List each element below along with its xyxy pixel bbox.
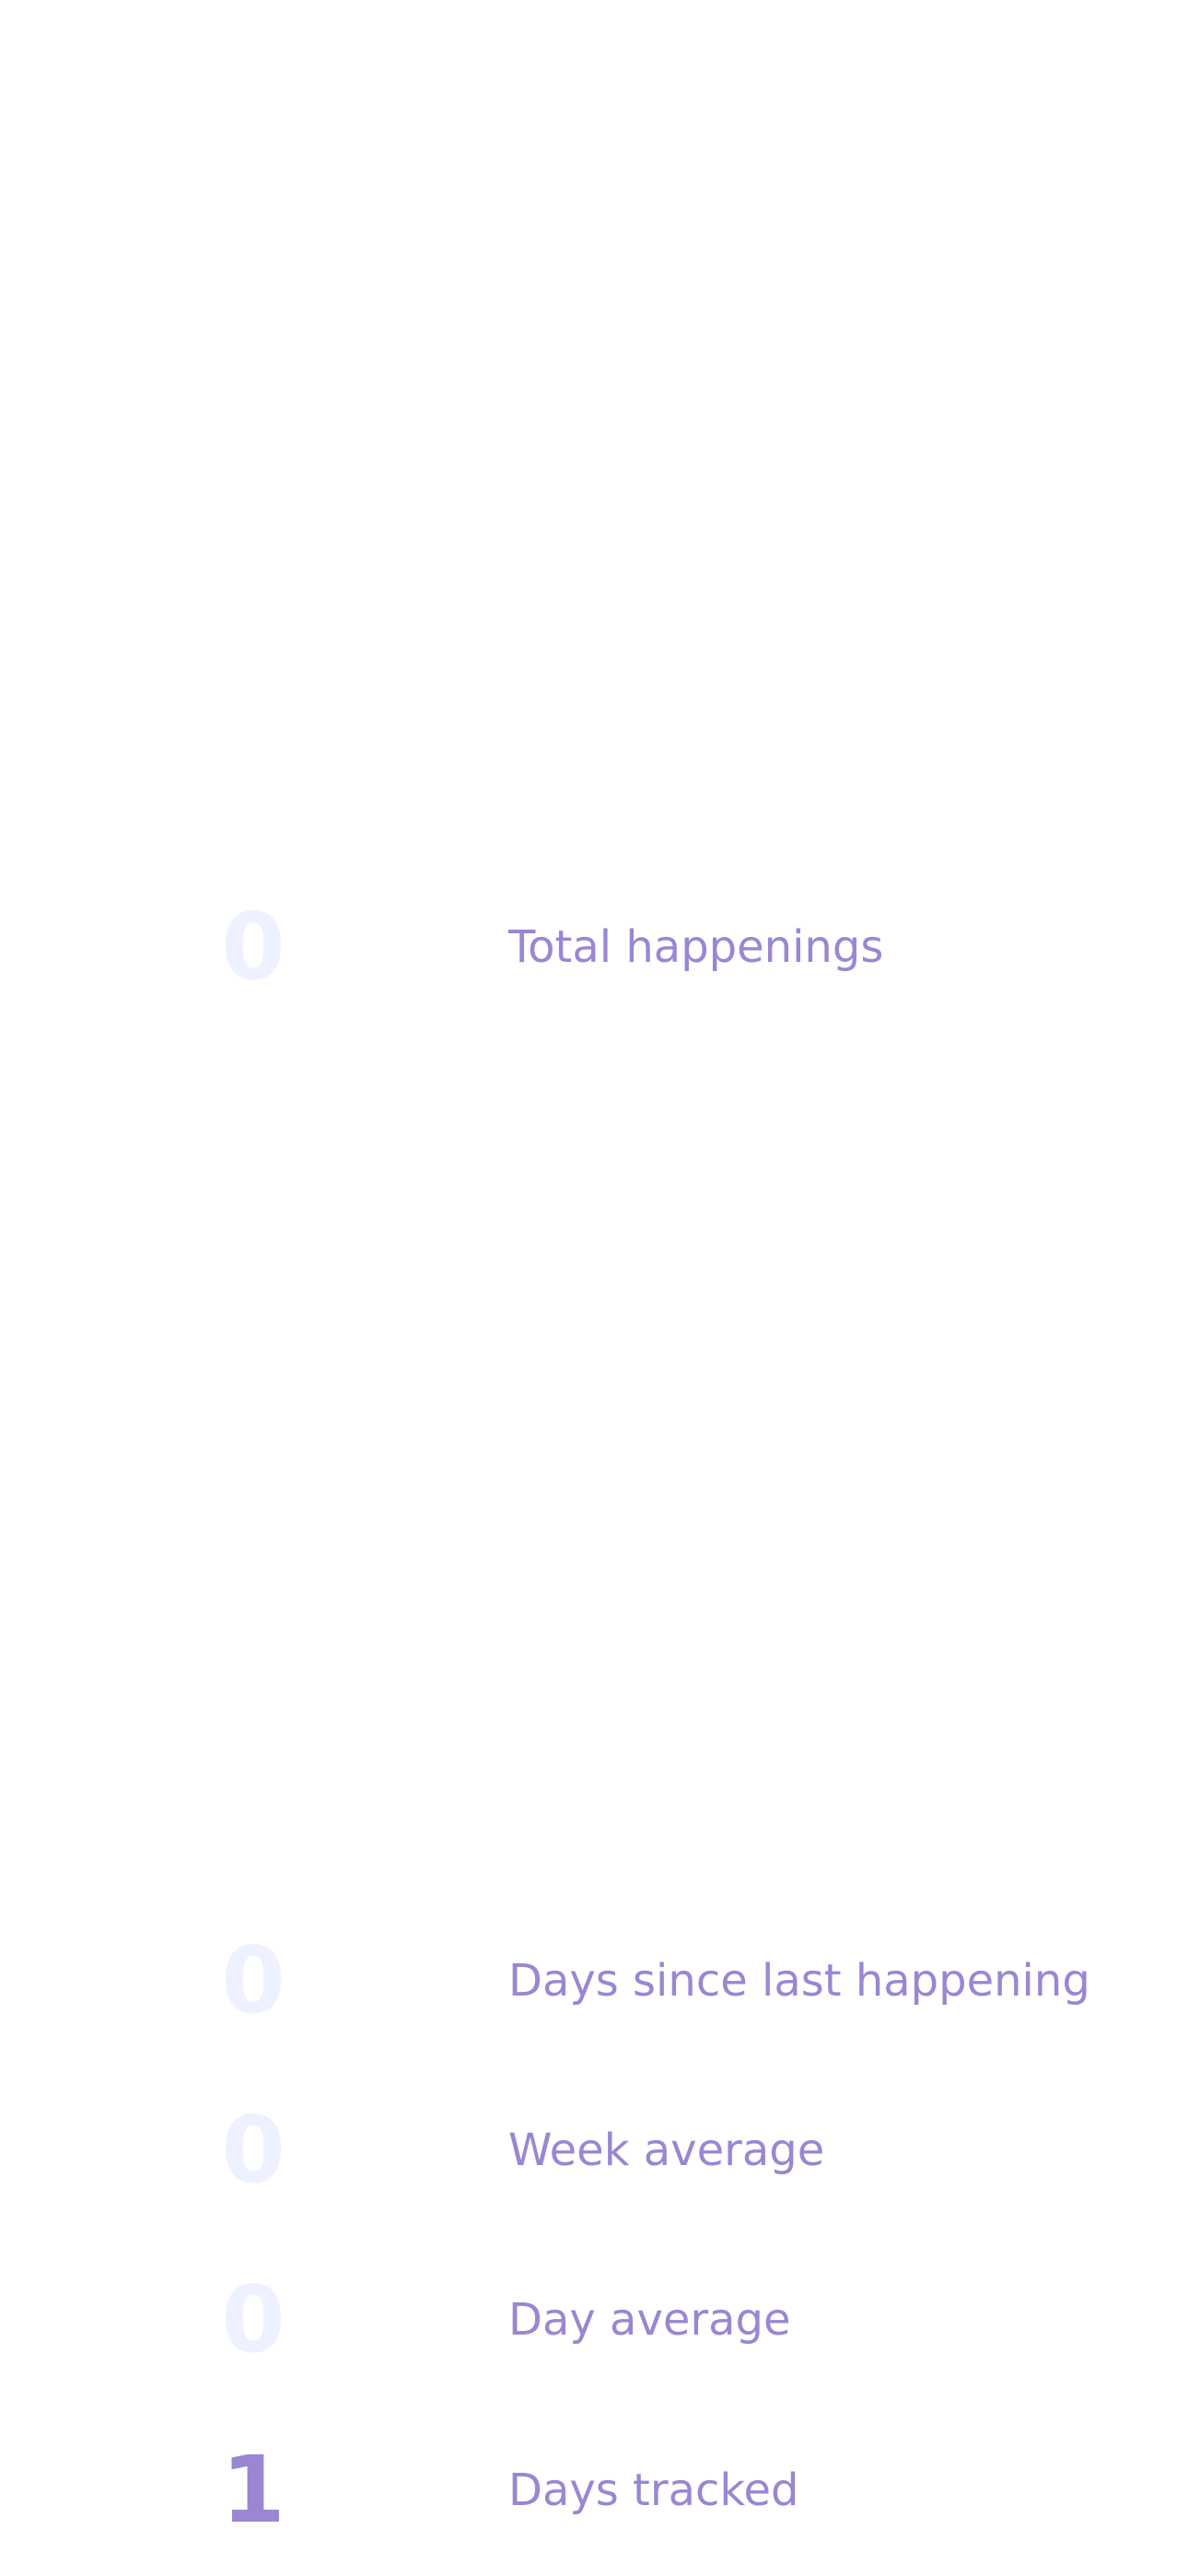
stat-label-days-tracked: Days tracked xyxy=(508,2465,799,2516)
stat-row-days-tracked: 1 Days tracked xyxy=(0,2417,1188,2564)
stat-value-day-average: 0 xyxy=(221,2266,285,2373)
stat-label-week-average: Week average xyxy=(508,2125,825,2176)
stat-value-days-tracked: 1 xyxy=(221,2436,285,2544)
stat-row-day-average: 0 Day average xyxy=(0,2246,1188,2394)
stat-row-week-average: 0 Week average xyxy=(0,2077,1188,2224)
stat-label-day-average: Day average xyxy=(508,2294,791,2346)
stat-row-total-happenings: 0 Total happenings xyxy=(0,873,1188,1021)
stat-value-days-since-last-happening: 0 xyxy=(221,1926,285,2034)
stat-value-week-average: 0 xyxy=(221,2096,285,2204)
stat-row-days-since-last-happening: 0 Days since last happening xyxy=(0,1907,1188,2055)
stat-label-total-happenings: Total happenings xyxy=(508,921,884,973)
stat-label-days-since-last-happening: Days since last happening xyxy=(508,1955,1090,2007)
stat-value-total-happenings: 0 xyxy=(221,893,285,1001)
